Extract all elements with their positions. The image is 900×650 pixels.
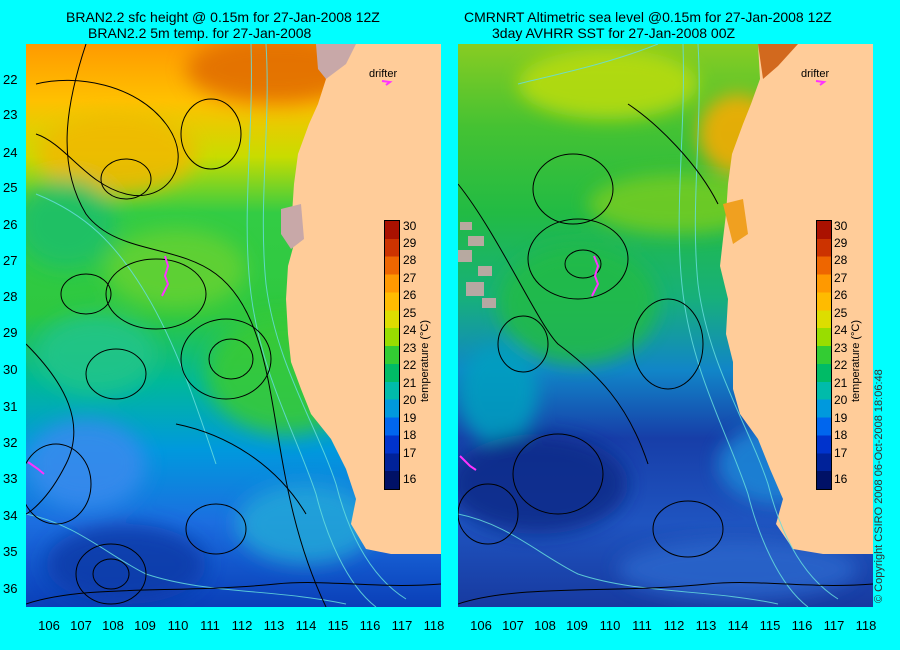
lat-tick: 28 [3, 289, 18, 304]
lon-tick: 113 [263, 618, 285, 633]
colorbar-label: 22 [403, 358, 417, 372]
colorbar-label: 24 [834, 323, 848, 337]
colorbar-label: 18 [403, 428, 417, 442]
lon-tick: 109 [566, 618, 588, 633]
drifter-legend-mark [381, 80, 393, 86]
colorbar-left [384, 220, 400, 490]
colorbar-label: 26 [403, 288, 417, 302]
colorbar-label: 25 [403, 306, 417, 320]
colorbar-title: temperature (°C) [419, 319, 431, 402]
lon-tick: 107 [502, 618, 524, 633]
colorbar-label: 18 [834, 428, 848, 442]
lon-tick: 118 [855, 618, 877, 633]
colorbar-label: 16 [834, 472, 848, 486]
colorbar-label: 29 [834, 236, 848, 250]
colorbar-label: 30 [403, 219, 417, 233]
lat-tick: 22 [3, 72, 18, 87]
lon-tick: 113 [695, 618, 717, 633]
lat-tick: 36 [3, 581, 18, 596]
left-title-line1: BRAN2.2 sfc height @ 0.15m for 27-Jan-20… [66, 9, 380, 25]
colorbar-label: 30 [834, 219, 848, 233]
drifter-track [591, 255, 600, 297]
colorbar-label: 21 [403, 376, 417, 390]
lon-tick: 108 [534, 618, 556, 633]
colorbar-label: 23 [403, 341, 417, 355]
colorbar-label: 23 [834, 341, 848, 355]
lon-tick: 111 [632, 618, 652, 633]
drifter-label: drifter [369, 68, 398, 80]
colorbar-right [816, 220, 832, 490]
colorbar-label: 19 [403, 411, 417, 425]
lat-tick: 31 [3, 399, 18, 414]
land-mass [720, 44, 873, 554]
colorbar-label: 25 [834, 306, 848, 320]
lon-tick: 117 [823, 618, 845, 633]
lon-tick: 110 [167, 618, 189, 633]
colorbar-label: 17 [403, 446, 417, 460]
lon-tick: 115 [327, 618, 349, 633]
lat-tick: 24 [3, 145, 18, 160]
lat-tick: 32 [3, 435, 18, 450]
colorbar-title: temperature (°C) [850, 319, 862, 402]
colorbar-label: 28 [403, 253, 417, 267]
colorbar-label: 27 [403, 271, 417, 285]
colorbar-label: 28 [834, 253, 848, 267]
colorbar-label: 24 [403, 323, 417, 337]
right-title-line2: 3day AVHRR SST for 27-Jan-2008 00Z [492, 25, 736, 41]
colorbar-label: 16 [403, 472, 417, 486]
lon-tick: 118 [423, 618, 445, 633]
colorbar-label: 17 [834, 446, 848, 460]
lon-tick: 110 [599, 618, 621, 633]
colorbar-label: 29 [403, 236, 417, 250]
right-map-panel [458, 44, 873, 607]
colorbar-label: 19 [834, 411, 848, 425]
left-title-line2: BRAN2.2 5m temp. for 27-Jan-2008 [88, 25, 312, 41]
lat-tick: 33 [3, 471, 18, 486]
lat-tick: 29 [3, 325, 18, 340]
lon-tick: 114 [295, 618, 317, 633]
lat-tick: 34 [3, 508, 18, 523]
drifter-legend-mark [815, 80, 827, 86]
lon-tick: 115 [759, 618, 781, 633]
lat-tick: 35 [3, 544, 18, 559]
drifter-track [459, 455, 477, 471]
colorbar-label: 27 [834, 271, 848, 285]
lon-tick: 112 [231, 618, 253, 633]
lon-tick: 117 [391, 618, 413, 633]
lat-tick: 23 [3, 107, 18, 122]
lon-tick: 116 [791, 618, 813, 633]
lon-tick: 112 [663, 618, 685, 633]
lon-tick: 106 [38, 618, 60, 633]
lon-tick: 106 [470, 618, 492, 633]
colorbar-label: 22 [834, 358, 848, 372]
lat-tick: 25 [3, 180, 18, 195]
lon-tick: 111 [200, 618, 220, 633]
lon-tick: 108 [102, 618, 124, 633]
copyright-note: © Copyright CSIRO 2008 06-Oct-2008 18:06… [873, 369, 885, 603]
drifter-label: drifter [801, 68, 830, 80]
lon-tick: 114 [727, 618, 749, 633]
drifter-track [27, 461, 45, 475]
drifter-track [161, 255, 170, 297]
lon-tick: 107 [70, 618, 92, 633]
lat-tick: 26 [3, 217, 18, 232]
left-map-panel [26, 44, 441, 607]
lon-tick: 116 [359, 618, 381, 633]
colorbar-label: 20 [403, 393, 417, 407]
lat-tick: 27 [3, 253, 18, 268]
lon-tick: 109 [134, 618, 156, 633]
land-mass [286, 44, 441, 554]
colorbar-label: 26 [834, 288, 848, 302]
colorbar-label: 20 [834, 393, 848, 407]
lat-tick: 30 [3, 362, 18, 377]
right-title-line1: CMRNRT Altimetric sea level @0.15m for 2… [464, 9, 832, 25]
colorbar-label: 21 [834, 376, 848, 390]
